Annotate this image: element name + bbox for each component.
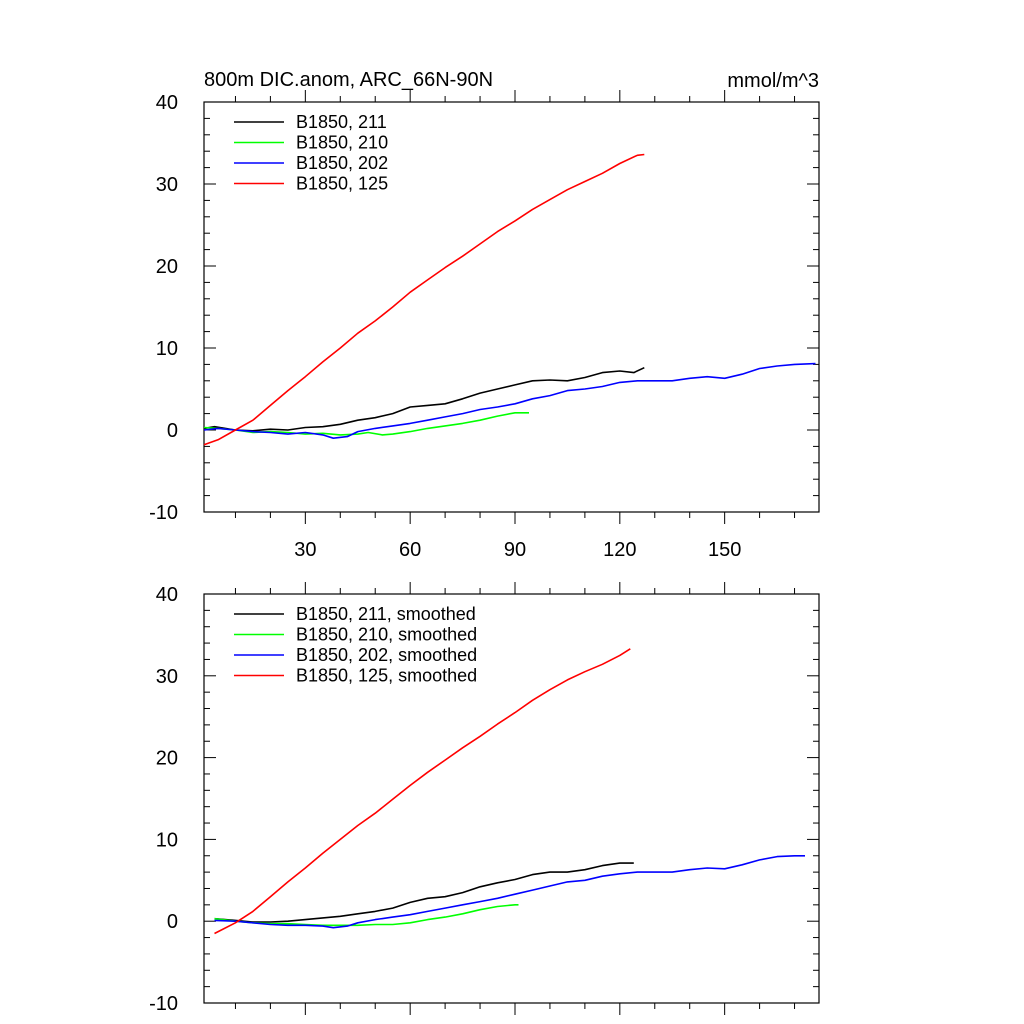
y-tick-label: -10 — [149, 502, 178, 524]
y-tick-label: 20 — [156, 256, 178, 278]
legend-label: B1850, 211, smoothed — [296, 604, 476, 624]
x-tick-label: 30 — [294, 539, 316, 561]
series-line — [214, 855, 805, 929]
y-tick-label: 20 — [156, 748, 178, 770]
y-tick-label: 10 — [156, 338, 178, 360]
legend-label: B1850, 125, smoothed — [296, 666, 477, 686]
x-tick-label: 150 — [708, 539, 741, 561]
x-tick-label: 90 — [504, 539, 526, 561]
y-tick-label: 10 — [156, 829, 178, 851]
y-tick-label: 0 — [167, 911, 178, 933]
legend-label: B1850, 202 — [296, 153, 388, 173]
legend-label: B1850, 210 — [296, 133, 388, 153]
y-tick-label: 40 — [156, 584, 178, 606]
legend-label: B1850, 210, smoothed — [296, 625, 477, 645]
series-line — [203, 153, 645, 446]
series-line — [203, 362, 816, 439]
units-label: mmol/m^3 — [727, 70, 819, 92]
x-tick-label: 60 — [399, 539, 421, 561]
y-tick-label: 30 — [156, 174, 178, 196]
legend-label: B1850, 125 — [296, 174, 388, 194]
series-line — [214, 862, 634, 923]
series-line — [214, 648, 631, 935]
series-line — [203, 366, 645, 432]
chart-title: 800m DIC.anom, ARC_66N-90N — [204, 69, 493, 91]
y-tick-label: -10 — [149, 993, 178, 1015]
top-panel: 800m DIC.anom, ARC_66N-90N mmol/m^3 -10 0… — [149, 69, 820, 561]
plot-frame — [203, 101, 820, 513]
y-tick-label: 40 — [156, 92, 178, 114]
plot-frame — [203, 593, 820, 1004]
legend-label: B1850, 211 — [296, 112, 387, 132]
x-tick-label: 120 — [603, 539, 636, 561]
y-tick-label: 30 — [156, 666, 178, 688]
legend-label: B1850, 202, smoothed — [296, 645, 477, 665]
y-tick-label: 0 — [167, 420, 178, 442]
